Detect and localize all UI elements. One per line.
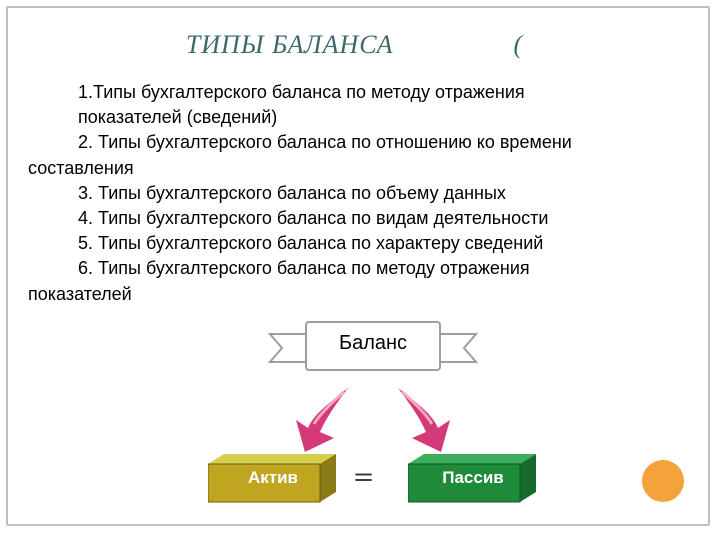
numbered-list: 1.Типы бухгалтерского баланса по методу … — [28, 80, 678, 307]
arrow-left-icon — [278, 384, 358, 456]
list-item: 6. Типы бухгалтерского баланса по методу… — [28, 256, 678, 281]
accent-dot-icon — [642, 460, 684, 502]
balance-diagram: Баланс Актив = — [178, 310, 558, 520]
box-aktiv-label: Актив — [214, 468, 332, 488]
banner-scroll: Баланс — [268, 310, 478, 386]
box-aktiv: Актив — [208, 454, 338, 504]
box-passiv-label: Пассив — [414, 468, 532, 488]
slide-frame: ТИПЫ БАЛАНСА ( 1.Типы бухгалтерского бал… — [6, 6, 710, 526]
list-item: 5. Типы бухгалтерского баланса по характ… — [28, 231, 678, 256]
title-paren: ( — [514, 30, 523, 60]
list-item: 2. Типы бухгалтерского баланса по отноше… — [28, 130, 678, 155]
list-item: 4. Типы бухгалтерского баланса по видам … — [28, 206, 678, 231]
arrow-right-icon — [388, 384, 468, 456]
banner-label: Баланс — [268, 332, 478, 355]
list-item: показателей (сведений) — [28, 105, 678, 130]
list-item: показателей — [28, 282, 678, 307]
list-item: составления — [28, 156, 678, 181]
box-passiv: Пассив — [408, 454, 538, 504]
equals-sign: = — [353, 454, 374, 498]
title-row: ТИПЫ БАЛАНСА ( — [8, 30, 708, 60]
page-title: ТИПЫ БАЛАНСА — [186, 30, 394, 60]
list-item: 1.Типы бухгалтерского баланса по методу … — [28, 80, 678, 105]
list-item: 3. Типы бухгалтерского баланса по объему… — [28, 181, 678, 206]
